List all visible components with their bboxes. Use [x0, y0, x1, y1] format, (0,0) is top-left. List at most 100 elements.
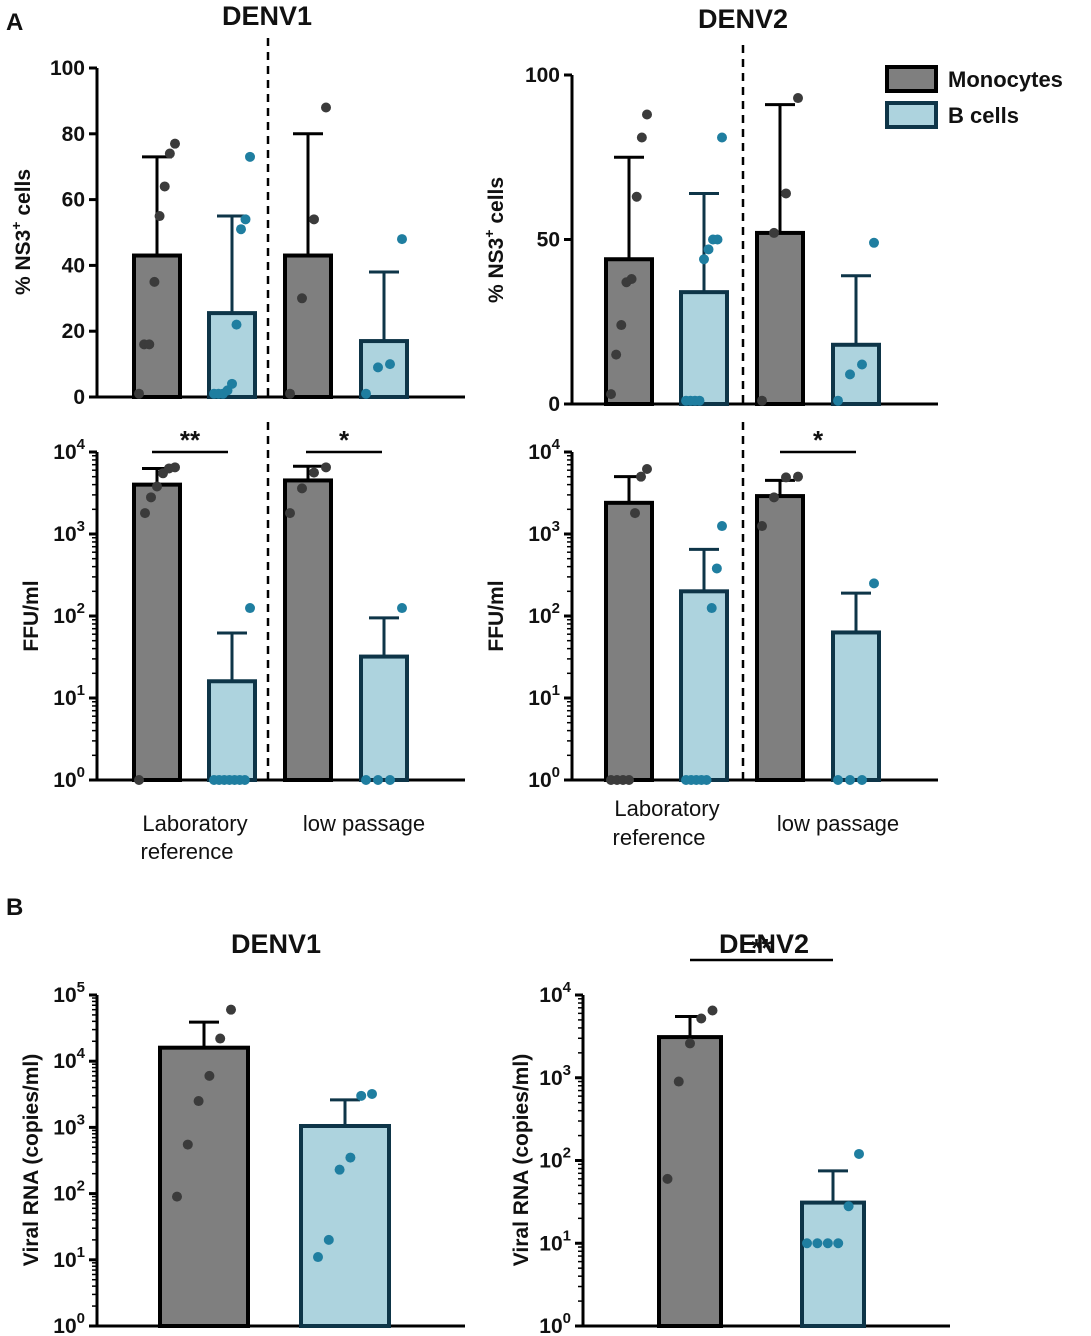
y-tick-label: 102: [53, 1178, 85, 1206]
data-point-monocytes: [321, 462, 331, 473]
bar-bcells: [207, 679, 257, 782]
y-tick-label: 102: [539, 1145, 571, 1173]
y-tick-label: 105: [53, 979, 85, 1007]
panel-label-a: A: [6, 9, 23, 36]
data-point-monocytes: [204, 1070, 215, 1081]
data-point-monocytes: [285, 388, 295, 399]
chart-title-b-denv2: DENV2: [719, 929, 809, 959]
y-tick-label: 100: [53, 764, 85, 792]
data-point-monocytes: [630, 508, 640, 519]
bar-monocytes: [283, 478, 333, 782]
bar-bcells: [679, 589, 729, 783]
data-point-monocytes: [673, 1076, 684, 1087]
bar-monocytes: [604, 500, 654, 782]
data-point-bcells: [694, 395, 705, 406]
chart-a-denv1-ns3: % NS3+ cells 0 20 40 60 80 100: [8, 38, 465, 409]
y-tick-label: 101: [528, 682, 560, 710]
y-tick-label: 50: [537, 229, 560, 252]
data-point-bcells: [711, 563, 722, 574]
data-point-monocytes: [642, 464, 652, 475]
data-point-monocytes: [636, 132, 647, 143]
data-point-bcells: [869, 237, 879, 248]
data-point-monocytes: [309, 467, 319, 478]
data-point-bcells: [833, 395, 843, 406]
data-point-monocytes: [685, 1038, 695, 1049]
y-tick-label: 0: [73, 386, 85, 409]
data-point-bcells: [712, 234, 723, 245]
category-label-lab-ref-line2-denv1: reference: [141, 839, 234, 864]
data-point-monocytes: [285, 508, 295, 519]
category-label-lab-ref-line1-denv2: Laboratory: [614, 796, 719, 821]
data-point-bcells: [373, 775, 383, 785]
y-tick-label: 104: [539, 979, 571, 1007]
y-tick-label: 100: [53, 1310, 85, 1336]
chart-a-denv2-ns3: % NS3+ cells 0 50 100: [481, 45, 938, 416]
data-point-monocytes: [172, 1191, 182, 1202]
y-tick-label: 101: [539, 1227, 571, 1255]
data-point-monocytes: [140, 508, 150, 519]
bar-bcells: [831, 630, 881, 783]
data-point-bcells: [869, 578, 879, 589]
data-point-bcells: [334, 1164, 345, 1175]
y-tick-label: 101: [53, 1244, 85, 1272]
legend-swatch-bcells: [885, 101, 938, 129]
data-point-monocytes: [154, 211, 165, 222]
data-point-monocytes: [636, 471, 646, 482]
data-point-monocytes: [757, 521, 767, 532]
data-point-bcells: [356, 1090, 367, 1101]
data-point-monocytes: [134, 388, 144, 399]
bar-monocytes: [283, 253, 333, 399]
bar-bcells: [831, 342, 881, 406]
legend-swatch-monocytes: [885, 65, 938, 93]
data-point-monocytes: [309, 214, 319, 225]
data-point-bcells: [717, 132, 727, 143]
data-point-monocytes: [297, 293, 307, 304]
data-point-bcells: [843, 1201, 854, 1212]
significance-label: *: [813, 425, 824, 455]
data-point-monocytes: [146, 492, 156, 503]
y-axis-label: Viral RNA (copies/ml): [20, 1054, 43, 1266]
panel-label-b: B: [6, 894, 23, 921]
data-point-bcells: [812, 1238, 823, 1249]
data-point-monocytes: [134, 775, 144, 785]
category-label-low-passage-denv2: low passage: [777, 811, 899, 836]
data-point-bcells: [313, 1252, 323, 1263]
y-tick-label: 100: [528, 764, 560, 792]
data-point-bcells: [323, 1234, 334, 1245]
data-point-bcells: [345, 1152, 356, 1163]
data-point-bcells: [236, 224, 246, 235]
data-point-monocytes: [781, 188, 791, 199]
data-point-monocytes: [707, 1005, 718, 1016]
legend: Monocytes B cells: [885, 65, 1063, 129]
data-point-bcells: [833, 775, 843, 785]
data-point-monocytes: [769, 227, 779, 238]
data-point-monocytes: [662, 1173, 673, 1184]
data-point-monocytes: [149, 276, 160, 287]
y-tick-label: 100: [50, 57, 85, 80]
data-point-bcells: [845, 775, 855, 785]
category-label-lab-ref-line1-denv1: Laboratory: [142, 811, 247, 836]
data-point-monocytes: [144, 339, 155, 350]
data-point-bcells: [361, 775, 371, 785]
data-point-monocytes: [769, 492, 779, 503]
data-point-monocytes: [757, 395, 767, 406]
data-point-bcells: [833, 1238, 844, 1249]
chart-b-denv1-rna: Viral RNA (copies/ml) 100 101 102 103 104 105: [20, 979, 465, 1336]
y-tick-label: 104: [53, 436, 85, 464]
data-point-bcells: [361, 388, 371, 399]
data-point-monocytes: [226, 1004, 236, 1015]
y-tick-label: 103: [53, 1111, 85, 1139]
y-tick-label: 103: [53, 518, 85, 546]
data-point-monocytes: [215, 1033, 226, 1044]
legend-label-bcells: B cells: [948, 103, 1019, 128]
y-tick-label: 104: [53, 1045, 85, 1073]
y-tick-label: 40: [62, 254, 85, 277]
y-tick-label: 20: [62, 320, 85, 343]
data-point-monocytes: [170, 462, 180, 473]
data-point-monocytes: [793, 93, 803, 104]
chart-title-b-denv1: DENV1: [231, 929, 321, 959]
chart-a-denv2-ffu: FFU/ml 100 101 102 103 104 *: [485, 422, 938, 792]
significance-label: **: [180, 425, 201, 455]
bar-bcells: [359, 654, 409, 782]
data-point-monocytes: [321, 102, 331, 113]
